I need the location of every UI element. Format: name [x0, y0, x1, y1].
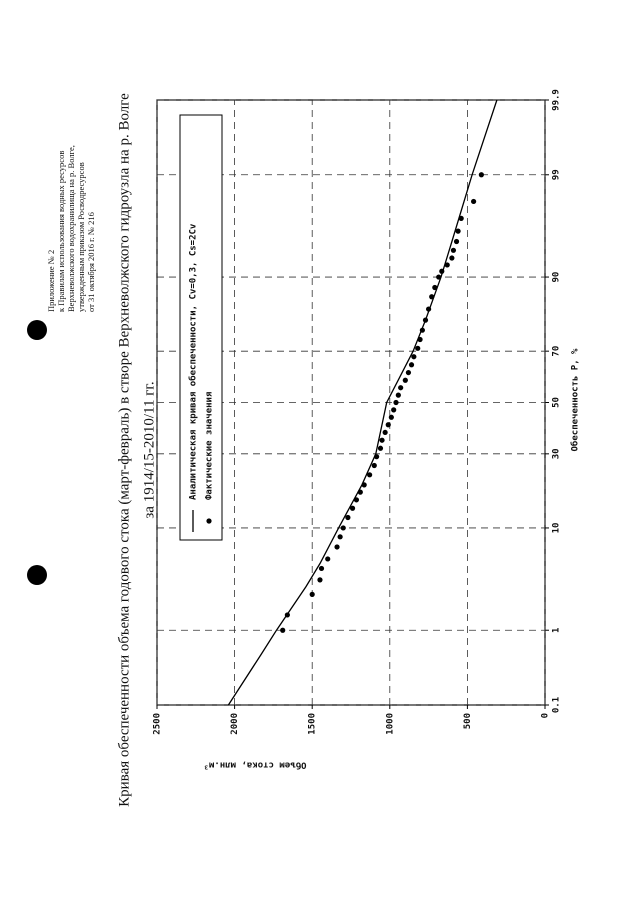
data-point	[422, 317, 429, 323]
header-note: Приложение № 2	[46, 250, 56, 312]
data-point	[432, 284, 438, 291]
legend-box	[179, 114, 223, 541]
data-point	[405, 369, 412, 376]
header-note: к Правилам использования водных ресурсов	[56, 151, 66, 312]
data-point	[458, 215, 464, 221]
data-point	[377, 445, 384, 451]
data-point	[388, 414, 394, 420]
x-tick-label: 99	[552, 169, 562, 180]
data-point	[450, 247, 457, 253]
y-tick-label: 0	[541, 713, 551, 718]
y-tick-label: 1000	[385, 713, 395, 735]
data-point	[402, 377, 408, 383]
x-tick-label: 1	[552, 628, 562, 633]
data-point	[439, 268, 445, 274]
legend-label: Аналитическая кривая обеспеченности, Cv=…	[188, 223, 199, 500]
x-tick-label: 30	[552, 448, 562, 459]
data-point	[367, 472, 373, 478]
data-point	[284, 612, 290, 618]
x-tick-label: 70	[552, 346, 562, 357]
y-axis-label: Объем стока, млн.м³	[204, 760, 307, 771]
data-point	[325, 556, 331, 562]
data-point	[419, 327, 425, 333]
data-point	[471, 198, 477, 205]
data-point	[334, 544, 340, 550]
data-point	[371, 462, 377, 469]
data-point	[337, 534, 343, 540]
x-tick-label: 90	[552, 272, 562, 283]
data-point	[411, 354, 417, 360]
data-point	[455, 228, 461, 234]
y-tick-label: 500	[463, 713, 473, 729]
data-point	[379, 437, 385, 443]
y-tick-label: 1500	[308, 713, 318, 735]
header-note: Верхневолжского водохранилища на р. Волг…	[66, 145, 76, 312]
header-note: утвержденным приказом Росводресурсов	[76, 162, 86, 312]
x-tick-label: 50	[552, 397, 562, 408]
x-axis-label: Обеспеченность P, %	[570, 348, 581, 452]
data-point	[345, 514, 351, 521]
punch-hole	[27, 320, 47, 340]
data-point	[349, 505, 356, 511]
chart-title: Кривая обеспеченности объема годового ст…	[116, 93, 132, 807]
header-note: от 31 октября 2016 г. № 216	[86, 212, 96, 312]
x-tick-label: 10	[552, 523, 562, 534]
data-point	[385, 422, 391, 428]
data-point	[382, 429, 388, 436]
data-point	[395, 392, 401, 398]
data-point	[357, 489, 363, 495]
data-point	[426, 306, 432, 312]
data-point	[374, 454, 380, 460]
punch-hole	[27, 565, 47, 585]
data-point	[436, 274, 442, 280]
data-point	[429, 294, 435, 300]
data-point	[309, 591, 315, 597]
x-tick-label: 99.9	[552, 89, 562, 111]
data-point	[280, 627, 286, 633]
chart-subtitle: за 1914/15-2010/11 гг.	[141, 381, 157, 518]
y-tick-label: 2000	[230, 713, 240, 735]
data-point	[415, 345, 421, 351]
data-point	[478, 172, 484, 178]
data-point	[444, 262, 450, 268]
x-tick-label: 0.1	[552, 697, 562, 713]
data-point	[391, 407, 397, 413]
data-point	[317, 577, 323, 583]
data-point	[361, 482, 367, 488]
data-point	[453, 238, 460, 245]
data-point	[353, 497, 360, 503]
data-point	[398, 385, 404, 391]
data-point	[393, 399, 399, 406]
y-tick-label: 2500	[153, 713, 163, 735]
data-point	[408, 362, 415, 368]
legend-label: Фактические значения	[205, 392, 215, 500]
data-point	[318, 565, 325, 572]
data-point	[340, 525, 346, 531]
legend-marker	[206, 518, 212, 524]
data-point	[449, 255, 455, 261]
data-point	[417, 336, 423, 343]
